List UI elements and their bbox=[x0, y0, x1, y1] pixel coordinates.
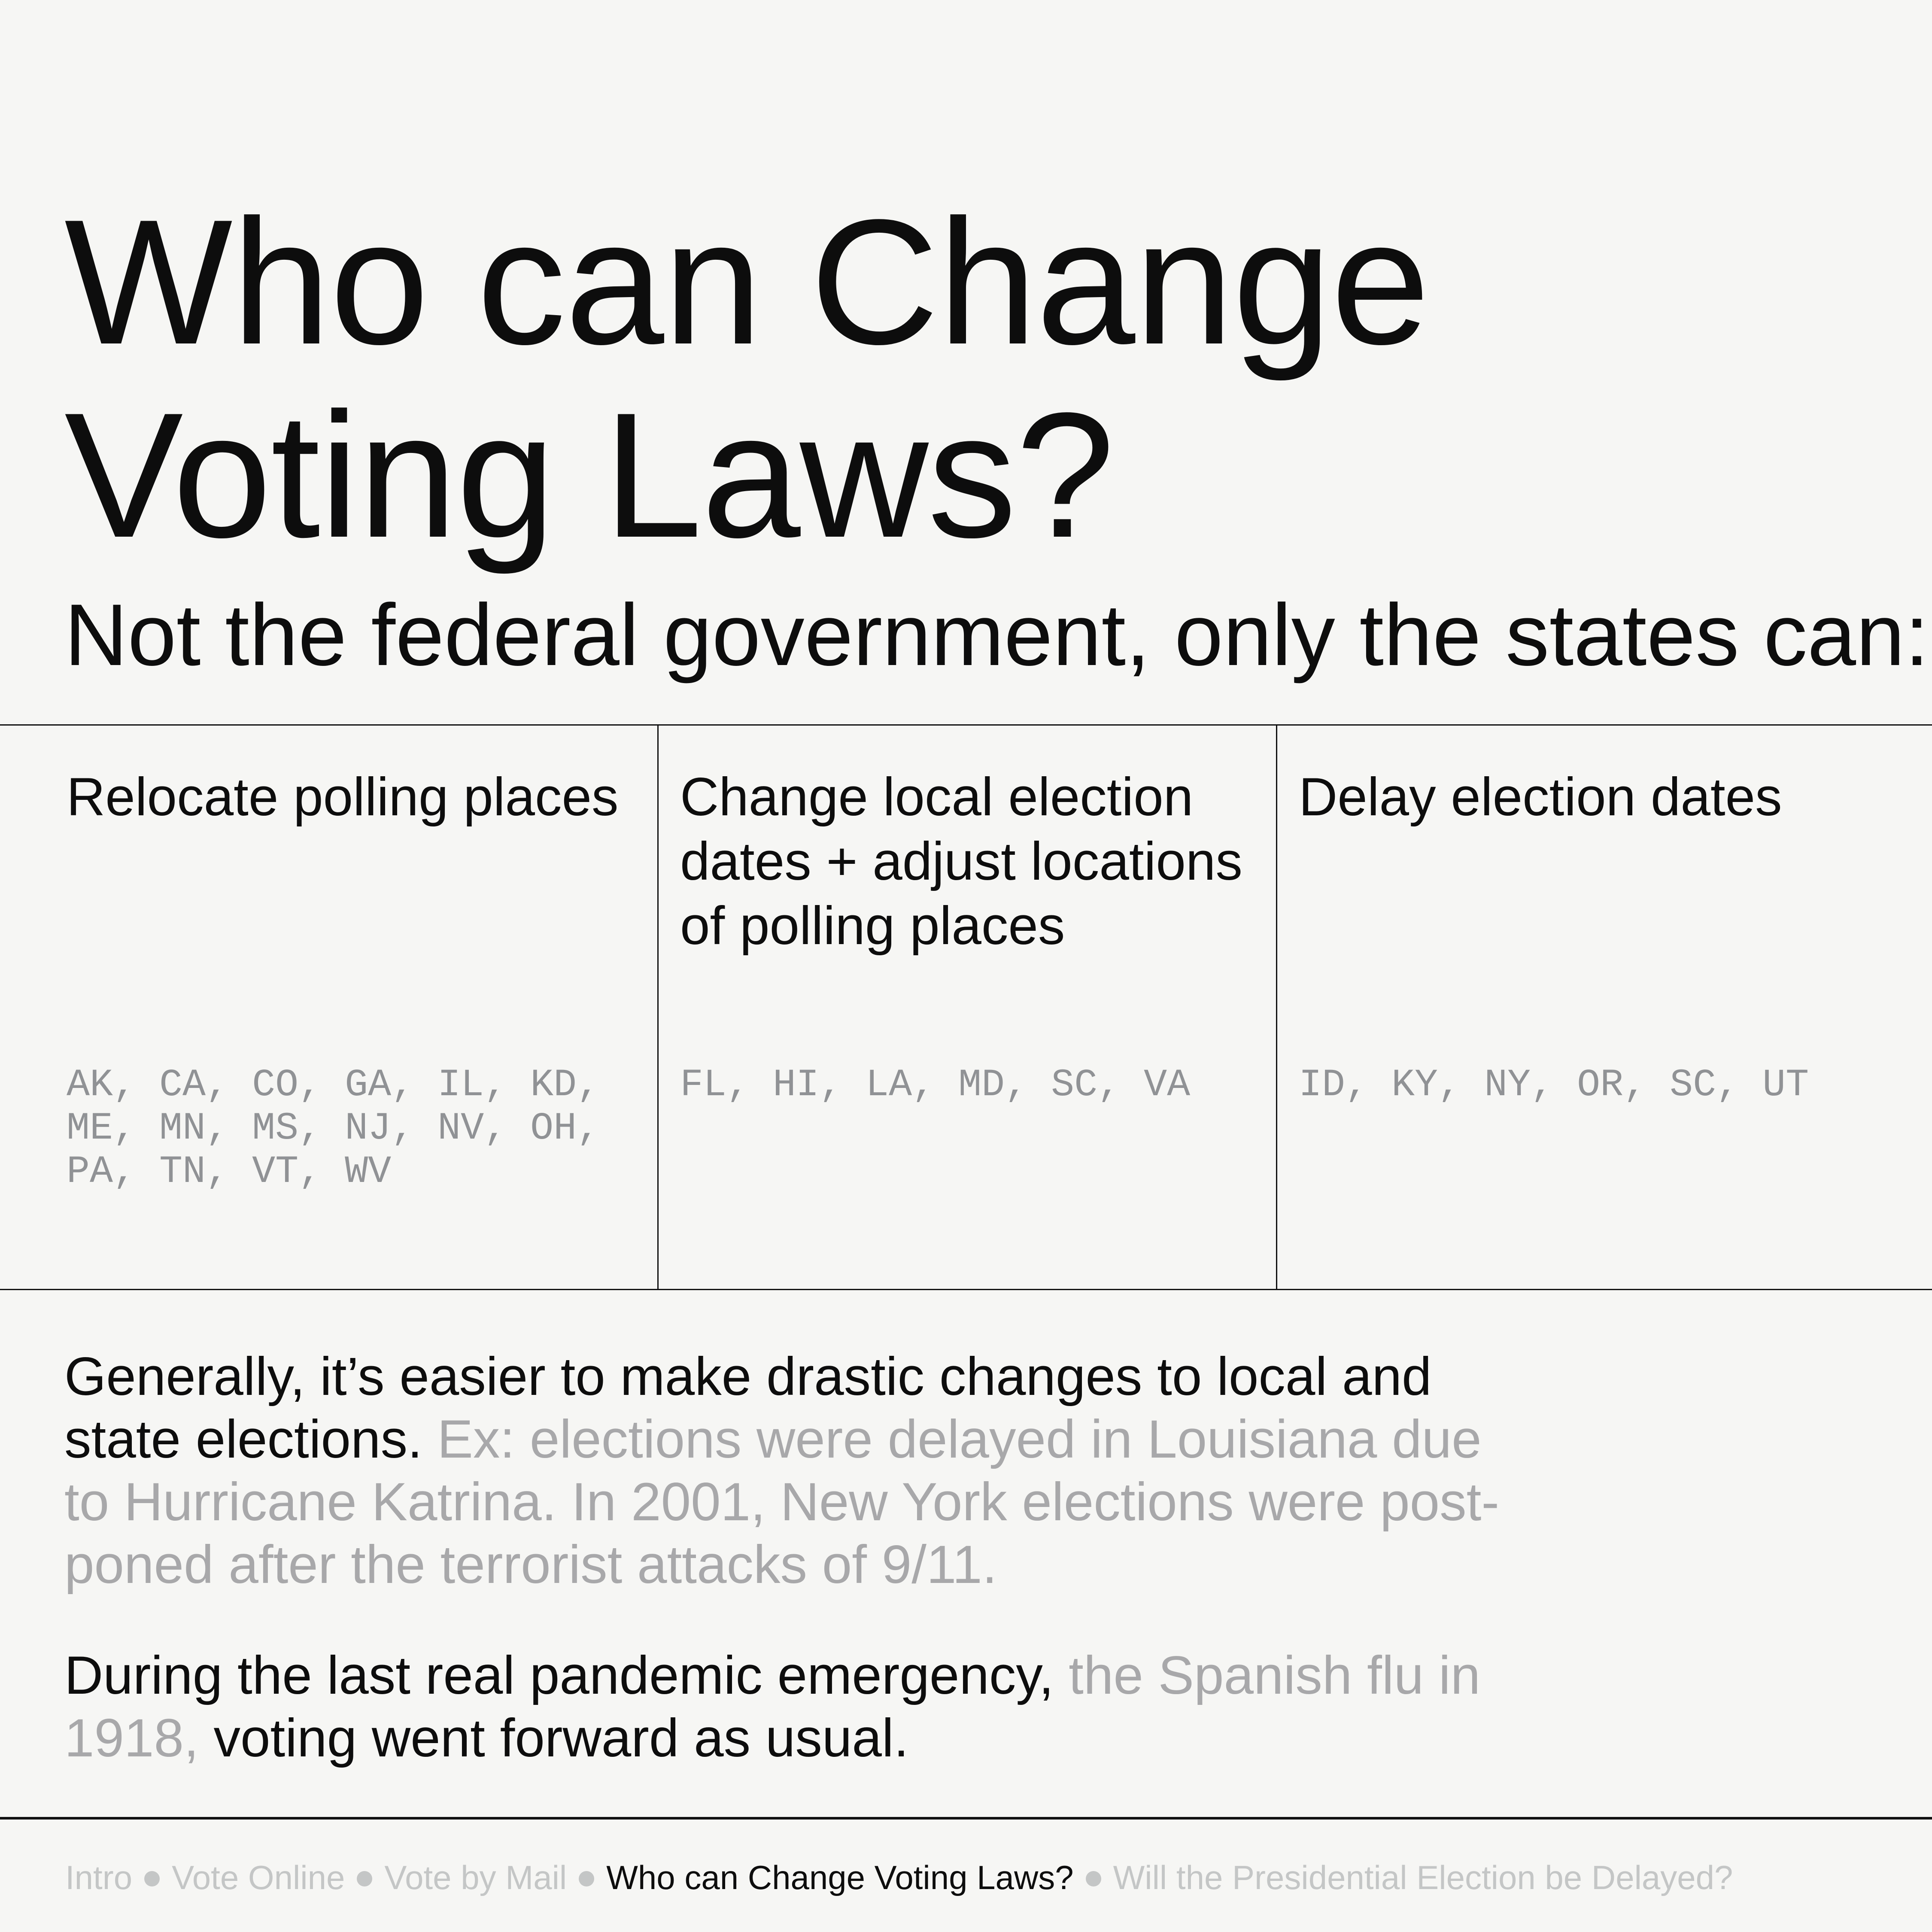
column-title: Change local election dates + adjust loc… bbox=[680, 767, 1242, 956]
column-title: Delay election dates bbox=[1299, 767, 1782, 827]
footer-nav: Intro Vote Online Vote by Mail Who can Chan… bbox=[65, 1856, 1733, 1899]
text-segment-muted: Ex: elections were delayed in Louisiana … bbox=[64, 1410, 1500, 1595]
text-segment: voting went forward as usual. bbox=[198, 1708, 909, 1768]
footer-nav-item-vote-online[interactable]: Vote Online bbox=[172, 1859, 345, 1896]
footer-divider bbox=[0, 1817, 1932, 1820]
column-states-list: FL, HI, LA, MD, SC, VA bbox=[680, 1063, 1191, 1107]
footer-nav-item-vote-by-mail[interactable]: Vote by Mail bbox=[384, 1859, 567, 1896]
page-subtitle: Not the federal government, only the sta… bbox=[64, 586, 1929, 684]
text-segment: During the last real pandemic emergency, bbox=[64, 1646, 1054, 1705]
column-title: Relocate polling places bbox=[67, 767, 619, 827]
paragraph-general: Generally, it’s easier to make drastic c… bbox=[64, 1346, 1499, 1596]
footer-nav-item-who-can-change[interactable]: Who can Change Voting Laws? bbox=[606, 1859, 1074, 1896]
table-column-relocate: Relocate polling places AK, CA, CO, GA, … bbox=[0, 726, 657, 1289]
page-title: Who can Change Voting Laws? bbox=[64, 182, 1430, 574]
footer-nav-item-intro[interactable]: Intro bbox=[65, 1859, 133, 1896]
bullet-separator-icon bbox=[144, 1871, 160, 1886]
text-segment: Generally, it’s easier to make drastic c… bbox=[64, 1347, 1432, 1469]
table-column-delay-dates: Delay election dates ID, KY, NY, OR, SC,… bbox=[1276, 726, 1932, 1289]
bullet-separator-icon bbox=[579, 1871, 595, 1886]
bullet-separator-icon bbox=[1085, 1871, 1101, 1886]
states-table: Relocate polling places AK, CA, CO, GA, … bbox=[0, 724, 1932, 1290]
paragraph-pandemic: During the last real pandemic emergency,… bbox=[64, 1644, 1480, 1770]
table-column-change-local: Change local election dates + adjust loc… bbox=[657, 726, 1276, 1289]
text-segment-muted: the Spanish flu in 1918, bbox=[64, 1646, 1481, 1768]
column-states-list: ID, KY, NY, OR, SC, UT bbox=[1299, 1063, 1809, 1107]
bullet-separator-icon bbox=[357, 1871, 373, 1886]
column-states-list: AK, CA, CO, GA, IL, KD, ME, MN, MS, NJ, … bbox=[67, 1063, 600, 1194]
footer-nav-item-election-delayed[interactable]: Will the Presidential Election be Delaye… bbox=[1113, 1859, 1733, 1896]
